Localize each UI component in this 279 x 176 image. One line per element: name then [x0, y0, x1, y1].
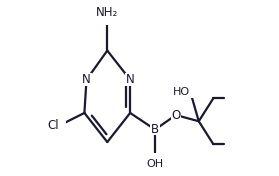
Text: O: O	[171, 109, 181, 121]
Text: N: N	[126, 73, 134, 86]
FancyBboxPatch shape	[53, 119, 66, 131]
FancyBboxPatch shape	[125, 73, 136, 86]
Text: Cl: Cl	[48, 119, 59, 132]
FancyBboxPatch shape	[148, 153, 162, 165]
FancyBboxPatch shape	[98, 13, 116, 25]
Text: NH₂: NH₂	[96, 6, 118, 19]
FancyBboxPatch shape	[150, 124, 160, 135]
Text: N: N	[82, 73, 91, 86]
FancyBboxPatch shape	[81, 73, 92, 86]
Text: OH: OH	[146, 159, 164, 169]
FancyBboxPatch shape	[171, 109, 181, 121]
Text: B: B	[151, 123, 159, 136]
Text: HO: HO	[173, 87, 191, 97]
FancyBboxPatch shape	[184, 86, 197, 98]
